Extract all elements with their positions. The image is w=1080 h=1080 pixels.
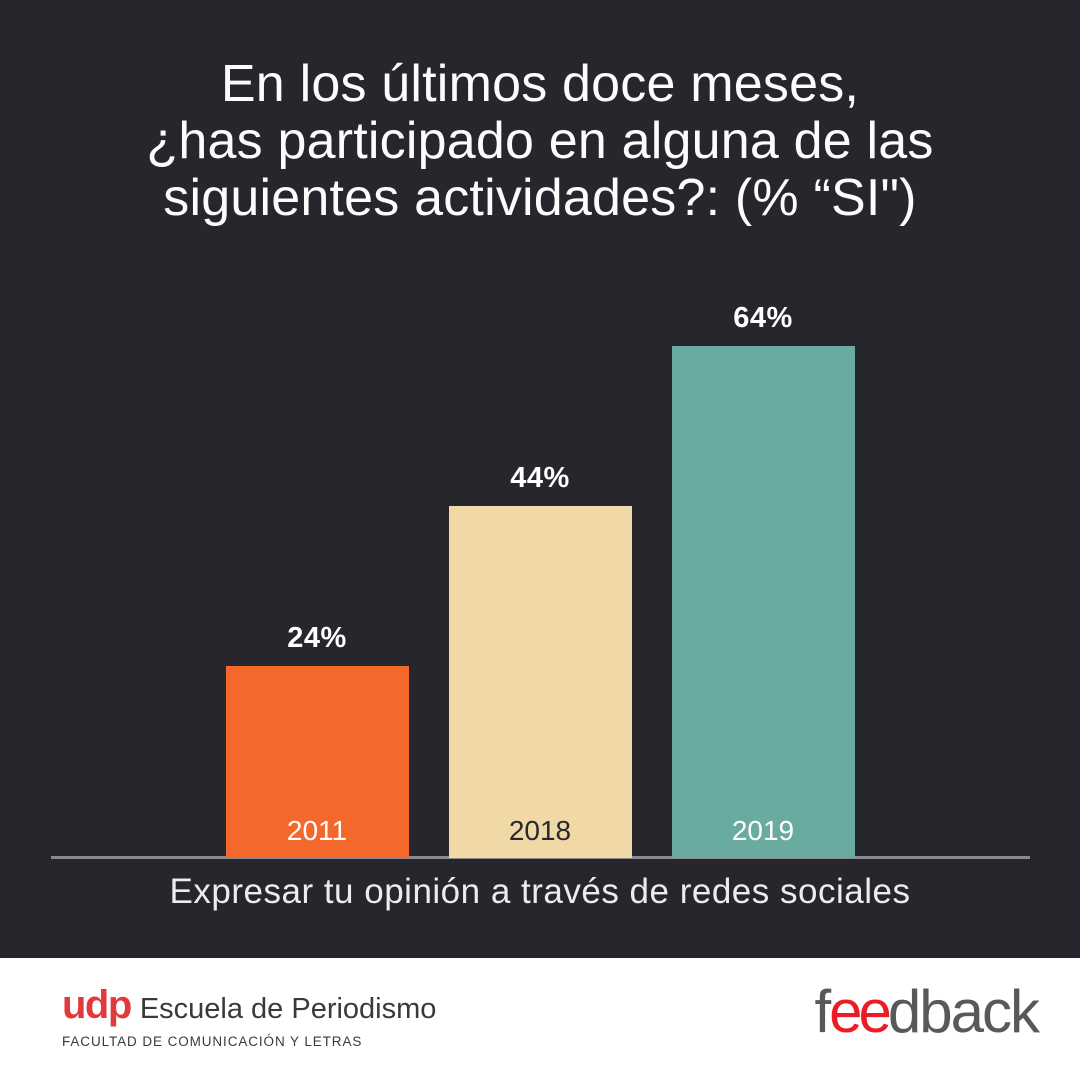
bar-2011: 24% 2011: [225, 622, 409, 858]
bar-value-label: 64%: [733, 302, 793, 334]
feedback-logo-dback: dback: [887, 978, 1040, 1045]
chart-title: En los últimos doce meses, ¿has particip…: [0, 56, 1080, 227]
feedback-logo: feedback: [814, 982, 1040, 1042]
bar-year-label: 2018: [508, 815, 572, 846]
bar-2018: 44% 2018: [448, 462, 632, 858]
udp-logo-row: udp Escuela de Periodismo: [62, 985, 436, 1025]
bar-2019: 64% 2019: [671, 302, 855, 858]
feedback-logo-f: f: [814, 978, 831, 1045]
x-axis-caption: Expresar tu opinión a través de redes so…: [169, 872, 911, 911]
udp-logo-block: udp Escuela de Periodismo FACULTAD DE CO…: [62, 985, 436, 1049]
bar-value-label: 44%: [510, 462, 570, 494]
udp-faculty-name: FACULTAD DE COMUNICACIÓN Y LETRAS: [62, 1034, 363, 1049]
footer-bar: udp Escuela de Periodismo FACULTAD DE CO…: [0, 958, 1080, 1080]
udp-logo: udp: [62, 983, 132, 1027]
chart-title-line-1: En los últimos doce meses,: [220, 55, 860, 113]
bar-value-label: 24%: [287, 622, 347, 654]
udp-school-name: Escuela de Periodismo: [139, 993, 437, 1025]
feedback-logo-ee: ee: [829, 978, 892, 1045]
bar-year-label: 2019: [731, 815, 795, 846]
bar-year-label: 2011: [286, 815, 348, 846]
bar-chart: 24% 2011 44% 2018 64% 2019: [0, 302, 1080, 858]
chart-title-line-2: ¿has participado en alguna de las: [146, 112, 934, 170]
chart-title-line-3: siguientes actividades?: (% “SI"): [163, 169, 917, 227]
